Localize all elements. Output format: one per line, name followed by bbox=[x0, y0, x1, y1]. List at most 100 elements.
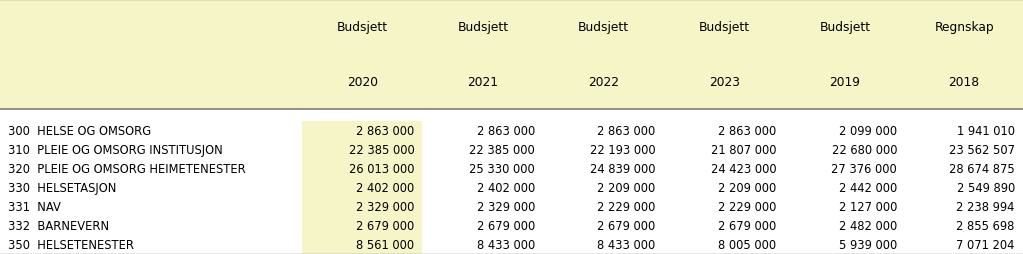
Text: 2 329 000: 2 329 000 bbox=[477, 200, 535, 213]
Bar bbox=[905, 179, 1023, 197]
Text: 2 679 000: 2 679 000 bbox=[597, 219, 656, 232]
Bar bbox=[785, 160, 905, 179]
Text: 2 329 000: 2 329 000 bbox=[356, 200, 414, 213]
Text: 24 839 000: 24 839 000 bbox=[590, 163, 656, 176]
Bar bbox=[0, 235, 302, 254]
Text: 8 561 000: 8 561 000 bbox=[356, 238, 414, 251]
Bar bbox=[543, 216, 664, 235]
Bar bbox=[905, 197, 1023, 216]
Bar bbox=[422, 141, 543, 160]
Text: 22 193 000: 22 193 000 bbox=[590, 144, 656, 157]
Text: Budsjett: Budsjett bbox=[699, 21, 750, 34]
Text: 26 013 000: 26 013 000 bbox=[349, 163, 414, 176]
Bar bbox=[664, 216, 785, 235]
Bar bbox=[302, 160, 422, 179]
Bar bbox=[302, 235, 422, 254]
Bar bbox=[664, 235, 785, 254]
Text: 2019: 2019 bbox=[830, 75, 860, 88]
Bar bbox=[664, 141, 785, 160]
Text: 2 209 000: 2 209 000 bbox=[718, 182, 776, 194]
Text: 330  HELSETASJON: 330 HELSETASJON bbox=[8, 182, 117, 194]
Bar bbox=[422, 216, 543, 235]
Text: 2020: 2020 bbox=[347, 75, 377, 88]
Bar bbox=[302, 122, 422, 141]
Bar bbox=[905, 160, 1023, 179]
Bar bbox=[302, 197, 422, 216]
Text: 22 385 000: 22 385 000 bbox=[470, 144, 535, 157]
Text: 22 680 000: 22 680 000 bbox=[832, 144, 897, 157]
Bar bbox=[543, 141, 664, 160]
Text: 8 005 000: 8 005 000 bbox=[718, 238, 776, 251]
Text: 2 442 000: 2 442 000 bbox=[839, 182, 897, 194]
Bar bbox=[543, 160, 664, 179]
Bar bbox=[905, 122, 1023, 141]
Text: 300  HELSE OG OMSORG: 300 HELSE OG OMSORG bbox=[8, 125, 151, 138]
Text: 350  HELSETENESTER: 350 HELSETENESTER bbox=[8, 238, 134, 251]
Bar bbox=[422, 160, 543, 179]
Bar bbox=[543, 122, 664, 141]
Text: 2 402 000: 2 402 000 bbox=[356, 182, 414, 194]
Bar bbox=[543, 179, 664, 197]
Text: Budsjett: Budsjett bbox=[819, 21, 871, 34]
Text: 2 127 000: 2 127 000 bbox=[839, 200, 897, 213]
Text: 2018: 2018 bbox=[948, 75, 980, 88]
Text: 22 385 000: 22 385 000 bbox=[349, 144, 414, 157]
Text: 28 674 875: 28 674 875 bbox=[949, 163, 1015, 176]
Text: 2 863 000: 2 863 000 bbox=[718, 125, 776, 138]
Bar bbox=[0, 216, 302, 235]
Bar bbox=[785, 197, 905, 216]
Bar bbox=[0, 122, 302, 141]
Bar bbox=[0, 197, 302, 216]
Text: 2 229 000: 2 229 000 bbox=[718, 200, 776, 213]
Text: 8 433 000: 8 433 000 bbox=[477, 238, 535, 251]
Bar bbox=[785, 141, 905, 160]
Bar bbox=[664, 160, 785, 179]
Bar bbox=[422, 122, 543, 141]
Text: 8 433 000: 8 433 000 bbox=[597, 238, 656, 251]
Bar bbox=[664, 197, 785, 216]
Text: 2 679 000: 2 679 000 bbox=[356, 219, 414, 232]
Bar bbox=[905, 216, 1023, 235]
Text: 320  PLEIE OG OMSORG HEIMETENESTER: 320 PLEIE OG OMSORG HEIMETENESTER bbox=[8, 163, 246, 176]
Bar bbox=[543, 235, 664, 254]
Text: 1 941 010: 1 941 010 bbox=[957, 125, 1015, 138]
Text: 25 330 000: 25 330 000 bbox=[470, 163, 535, 176]
Text: 2 238 994: 2 238 994 bbox=[957, 200, 1015, 213]
Text: 27 376 000: 27 376 000 bbox=[832, 163, 897, 176]
Text: 2 209 000: 2 209 000 bbox=[597, 182, 656, 194]
Text: 2 549 890: 2 549 890 bbox=[957, 182, 1015, 194]
Text: 23 562 507: 23 562 507 bbox=[948, 144, 1015, 157]
Bar bbox=[422, 179, 543, 197]
Text: 2 679 000: 2 679 000 bbox=[477, 219, 535, 232]
Text: 24 423 000: 24 423 000 bbox=[711, 163, 776, 176]
Text: 2023: 2023 bbox=[709, 75, 740, 88]
Text: 2022: 2022 bbox=[588, 75, 619, 88]
Text: 2021: 2021 bbox=[468, 75, 498, 88]
Bar bbox=[0, 160, 302, 179]
Text: Budsjett: Budsjett bbox=[337, 21, 388, 34]
Bar bbox=[302, 216, 422, 235]
Text: 331  NAV: 331 NAV bbox=[8, 200, 61, 213]
Text: 2 099 000: 2 099 000 bbox=[839, 125, 897, 138]
Bar bbox=[0, 179, 302, 197]
Text: Budsjett: Budsjett bbox=[457, 21, 508, 34]
Bar bbox=[422, 235, 543, 254]
Bar bbox=[785, 235, 905, 254]
Text: 2 863 000: 2 863 000 bbox=[597, 125, 656, 138]
Text: 2 863 000: 2 863 000 bbox=[477, 125, 535, 138]
Text: 2 402 000: 2 402 000 bbox=[477, 182, 535, 194]
Bar bbox=[0, 0, 1023, 109]
Bar bbox=[785, 122, 905, 141]
Bar bbox=[0, 141, 302, 160]
Bar bbox=[785, 179, 905, 197]
Bar bbox=[302, 179, 422, 197]
Text: 2 855 698: 2 855 698 bbox=[957, 219, 1015, 232]
Text: 5 939 000: 5 939 000 bbox=[839, 238, 897, 251]
Text: Regnskap: Regnskap bbox=[934, 21, 994, 34]
Text: 310  PLEIE OG OMSORG INSTITUSJON: 310 PLEIE OG OMSORG INSTITUSJON bbox=[8, 144, 223, 157]
Text: 21 807 000: 21 807 000 bbox=[711, 144, 776, 157]
Text: 7 071 204: 7 071 204 bbox=[957, 238, 1015, 251]
Bar bbox=[664, 122, 785, 141]
Bar bbox=[302, 141, 422, 160]
Text: 2 482 000: 2 482 000 bbox=[839, 219, 897, 232]
